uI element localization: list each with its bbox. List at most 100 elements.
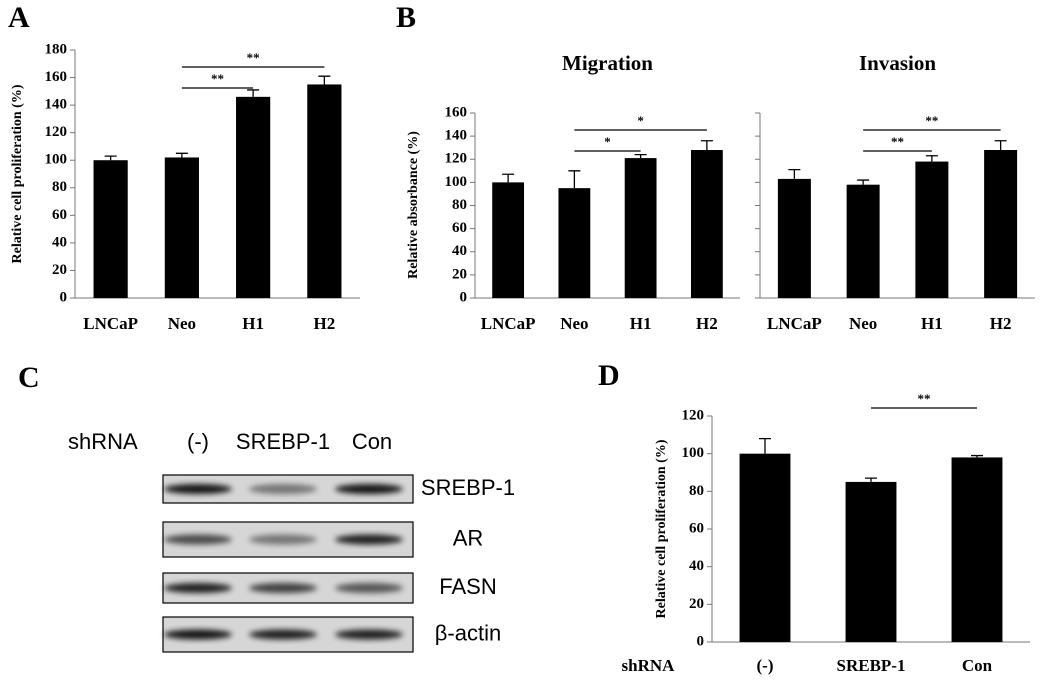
row-label: SREBP-1	[421, 475, 515, 500]
bar	[739, 453, 791, 642]
y-tick-label: 80	[452, 197, 467, 213]
y-tick-label: 20	[452, 266, 467, 282]
panel-label: B	[396, 1, 416, 34]
y-tick-label: 160	[445, 104, 468, 120]
error-bar	[634, 153, 647, 159]
error-bar	[247, 89, 260, 97]
significance-label: **	[891, 134, 904, 149]
y-axis-label: Relative absorbance (%)	[406, 131, 421, 279]
x-tick-label: (-)	[757, 656, 774, 675]
significance-label: **	[918, 391, 931, 406]
significance-label: **	[925, 113, 938, 128]
row-label: β-actin	[435, 620, 501, 645]
error-bar	[318, 75, 331, 85]
y-tick-label: 60	[452, 220, 467, 236]
x-tick-label: Neo	[560, 314, 588, 333]
significance-label: *	[637, 113, 644, 128]
error-bar	[700, 140, 713, 150]
blot-band	[335, 629, 403, 640]
x-axis-label: shRNA	[622, 656, 676, 675]
error-bar	[857, 179, 870, 185]
blot-band	[335, 484, 403, 494]
y-tick-label: 140	[45, 97, 68, 113]
y-tick-label: 80	[689, 483, 704, 499]
y-tick-label: 100	[45, 152, 68, 168]
y-tick-label: 80	[52, 179, 67, 195]
y-tick-label: 0	[60, 289, 68, 305]
blot-band	[335, 583, 403, 593]
blot-band	[335, 534, 403, 545]
bar	[951, 457, 1003, 642]
x-tick-label: LNCaP	[767, 314, 822, 333]
y-tick-label: 120	[445, 151, 468, 167]
error-bar	[971, 454, 983, 458]
bar	[984, 150, 1018, 298]
y-tick-label: 120	[45, 124, 68, 140]
bar	[845, 481, 897, 642]
error-bar	[104, 155, 117, 161]
bar	[846, 184, 880, 298]
error-bar	[788, 169, 801, 179]
x-tick-label: LNCaP	[83, 314, 138, 333]
row-label: AR	[453, 525, 484, 550]
lane-label: SREBP-1	[236, 429, 330, 454]
x-tick-label: H1	[242, 314, 264, 333]
significance-label: **	[247, 50, 260, 65]
chart-title: Migration	[562, 51, 653, 75]
y-axis-label: Relative cell proliferation (%)	[10, 84, 25, 263]
blot-band	[249, 534, 317, 545]
blot-band	[164, 534, 232, 545]
bar	[307, 84, 342, 298]
y-tick-label: 140	[445, 128, 468, 144]
bar	[558, 188, 591, 298]
x-tick-label: Neo	[849, 314, 877, 333]
x-tick-label: H2	[696, 314, 718, 333]
bar	[236, 96, 271, 298]
bar	[492, 182, 525, 298]
y-tick-label: 20	[689, 596, 704, 612]
bar	[624, 158, 657, 298]
y-tick-label: 40	[52, 234, 67, 250]
lane-label: Con	[352, 429, 392, 454]
bar	[915, 161, 949, 298]
error-bar	[568, 170, 581, 189]
y-tick-label: 60	[689, 520, 704, 536]
x-tick-label: LNCaP	[481, 314, 536, 333]
x-tick-label: H1	[921, 314, 943, 333]
error-bar	[759, 437, 771, 454]
x-tick-label: Neo	[168, 314, 196, 333]
row-label: FASN	[439, 574, 496, 599]
panel-label: D	[598, 359, 620, 392]
significance-label: **	[211, 71, 224, 86]
y-tick-label: 60	[52, 207, 67, 223]
y-tick-label: 180	[45, 41, 68, 57]
lane-label: (-)	[187, 429, 209, 454]
chart-title: Invasion	[859, 51, 936, 75]
y-tick-label: 160	[45, 69, 68, 85]
y-axis-label: Relative cell proliferation (%)	[654, 439, 669, 618]
y-tick-label: 100	[682, 445, 705, 461]
panel-label: A	[8, 1, 30, 34]
bar	[93, 160, 128, 298]
x-tick-label: H1	[630, 314, 652, 333]
error-bar	[865, 477, 877, 482]
y-tick-label: 0	[697, 633, 705, 649]
error-bar	[925, 155, 938, 162]
blot-band	[164, 484, 232, 494]
x-tick-label: H2	[990, 314, 1012, 333]
blot-band	[249, 629, 317, 640]
bar	[690, 150, 723, 298]
x-tick-label: Con	[962, 656, 993, 675]
blot-band	[164, 629, 232, 640]
blot-band	[249, 484, 317, 494]
error-bar	[175, 152, 188, 158]
x-tick-label: SREBP-1	[837, 656, 906, 675]
y-tick-label: 120	[682, 407, 705, 423]
x-tick-label: H2	[314, 314, 336, 333]
y-tick-label: 100	[445, 174, 468, 190]
error-bar	[994, 140, 1007, 150]
y-tick-label: 40	[452, 243, 467, 259]
blot-header: shRNA	[68, 429, 138, 454]
y-tick-label: 20	[52, 262, 67, 278]
